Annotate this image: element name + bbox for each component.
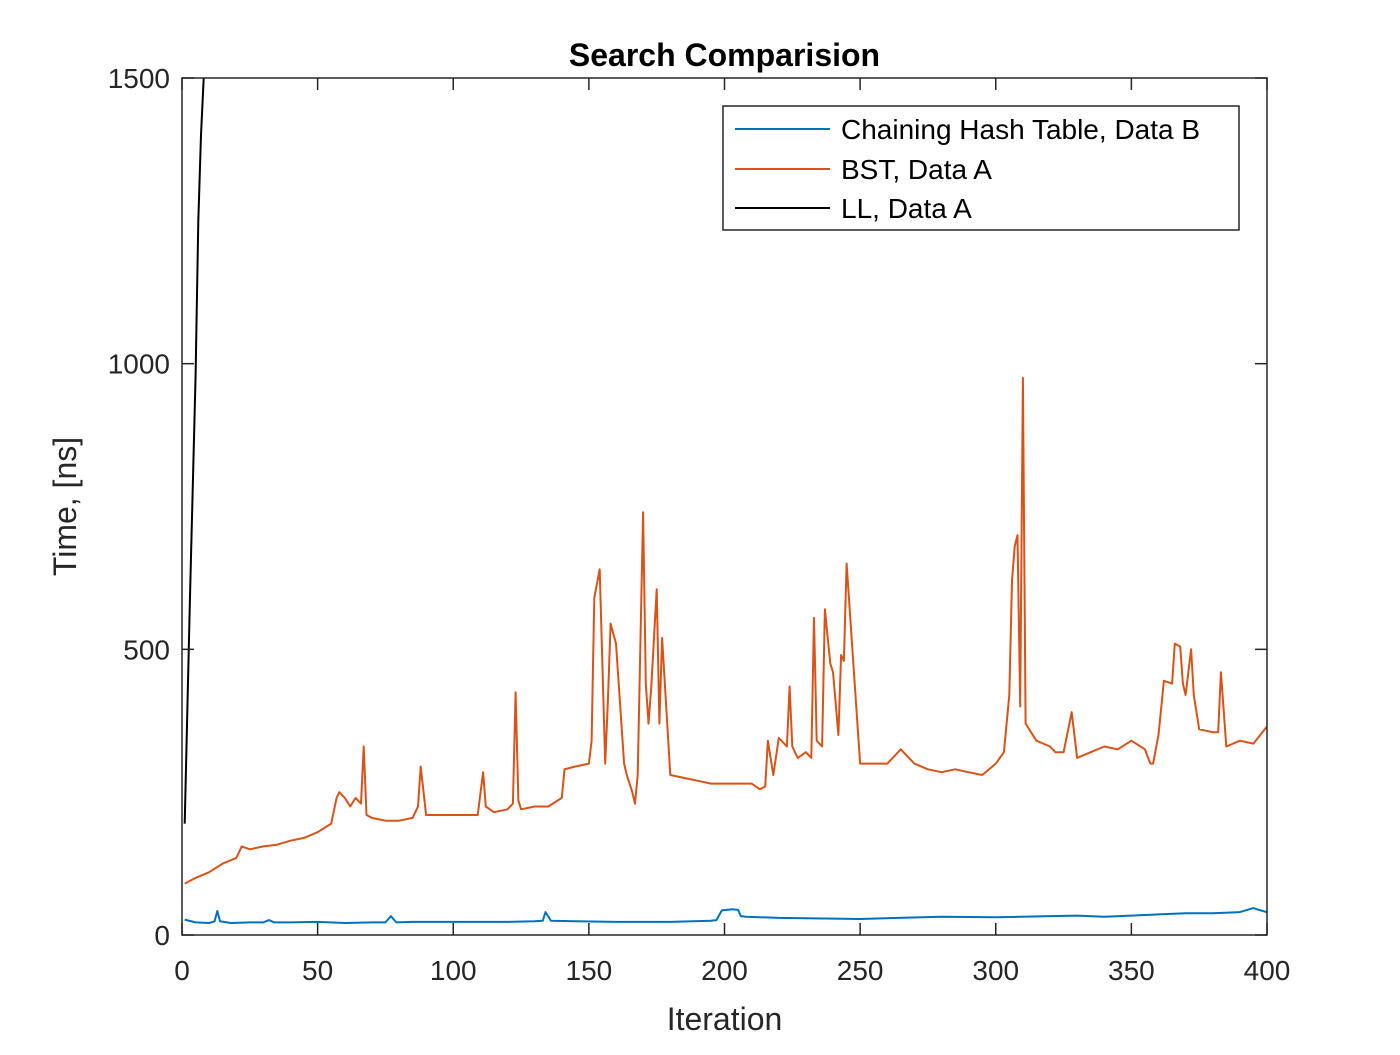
ticks-layer: 0 50 100 150 200 250 300 350 400 0 500 1000 1500 bbox=[108, 63, 1291, 986]
y-tick-label: 500 bbox=[123, 634, 170, 665]
x-tick-label: 400 bbox=[1244, 955, 1291, 986]
legend-label-hash: Chaining Hash Table, Data B bbox=[841, 114, 1200, 145]
x-tick-label: 350 bbox=[1108, 955, 1155, 986]
x-tick-label: 0 bbox=[174, 955, 190, 986]
y-tick-label: 1000 bbox=[108, 349, 170, 380]
x-tick-label: 150 bbox=[566, 955, 613, 986]
x-tick-label: 250 bbox=[837, 955, 884, 986]
x-axis-label: Iteration bbox=[667, 1001, 783, 1037]
series-layer bbox=[183, 78, 1267, 924]
x-tick-label: 200 bbox=[701, 955, 748, 986]
legend-label-ll: LL, Data A bbox=[841, 193, 972, 224]
series-line-bst bbox=[184, 376, 1267, 885]
x-tick-label: 50 bbox=[302, 955, 333, 986]
legend-label-bst: BST, Data A bbox=[841, 154, 992, 185]
legend: Chaining Hash Table, Data B BST, Data A … bbox=[722, 105, 1240, 231]
series-line-ll bbox=[183, 78, 205, 824]
x-tick-label: 300 bbox=[972, 955, 1019, 986]
y-axis-label: Time, [ns] bbox=[47, 437, 83, 576]
y-tick-label: 1500 bbox=[108, 63, 170, 94]
x-tick-label: 100 bbox=[430, 955, 477, 986]
series-line-hash-table bbox=[184, 907, 1267, 924]
plot-frame bbox=[181, 77, 1268, 936]
chart-title: Search Comparision bbox=[569, 37, 880, 73]
y-tick-label: 0 bbox=[154, 920, 170, 951]
